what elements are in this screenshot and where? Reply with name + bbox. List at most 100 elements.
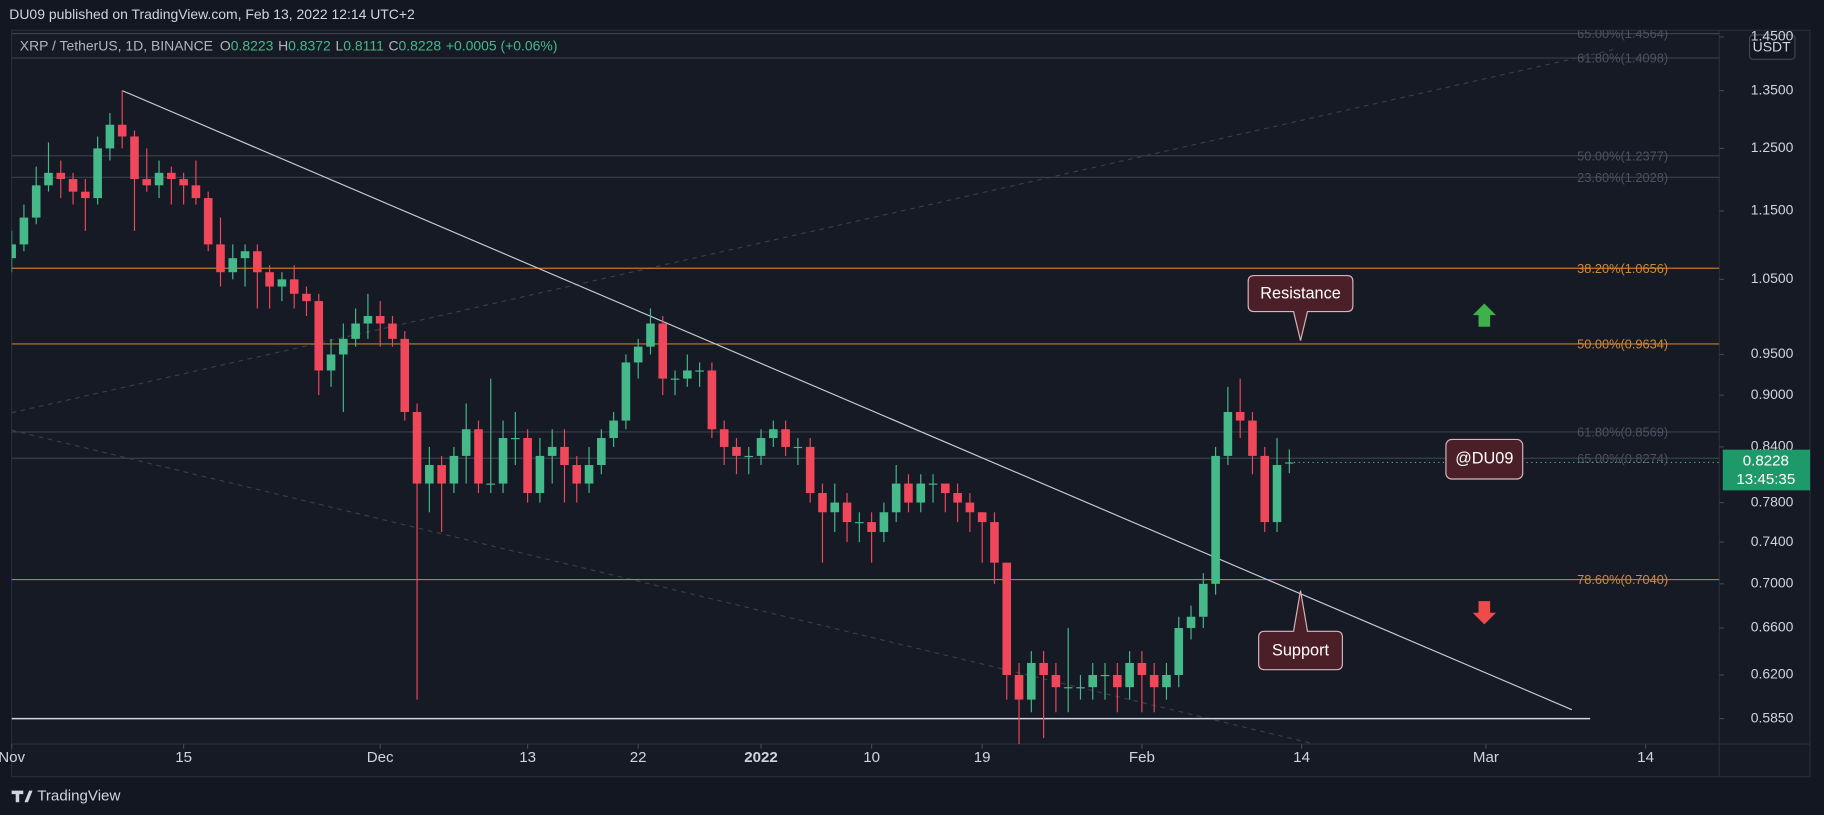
candle-body: [449, 455, 459, 484]
x-tick-label: 2022: [744, 749, 778, 766]
ohlc-letter: O: [220, 37, 231, 53]
candle-body: [142, 179, 152, 186]
x-tick-label: 14: [1293, 749, 1310, 766]
y-tick-label: 0.7400: [1751, 533, 1794, 549]
candle-body: [597, 438, 606, 466]
fib-label: 61.80%(0.8569): [1577, 424, 1668, 439]
candle-body: [572, 465, 582, 484]
y-tick-label: 0.7800: [1751, 493, 1794, 509]
candle-body: [891, 483, 901, 513]
y-tick-label: 1.2500: [1751, 139, 1794, 155]
fib-label: 38.20%(1.0656): [1577, 261, 1668, 276]
candle-body: [44, 172, 53, 186]
logo: [11, 790, 33, 803]
candle-body: [769, 429, 778, 439]
candle-body: [928, 483, 938, 485]
candle-body: [1125, 662, 1134, 688]
candle-body: [1223, 411, 1233, 456]
ohlc-letter: H: [278, 37, 288, 53]
candle-body: [879, 512, 889, 533]
candle-body: [228, 258, 238, 273]
x-tick-label: Mar: [1473, 749, 1499, 766]
candle-body: [621, 362, 631, 421]
candle-body: [31, 185, 41, 218]
candle-body: [867, 522, 876, 533]
header: DU09 published on TradingView.com, Feb 1…: [9, 6, 415, 22]
candle-body: [314, 301, 324, 371]
candle-body: [179, 179, 188, 186]
candle-body: [805, 446, 815, 494]
y-tick-label: 1.0500: [1751, 270, 1794, 286]
x-tick-label: 19: [974, 749, 991, 766]
callout-box: [1247, 274, 1354, 341]
ohlc-value: 0.8372: [288, 37, 331, 53]
candle-body: [461, 429, 471, 456]
candle-body: [633, 346, 643, 363]
candle-body: [560, 446, 569, 466]
fib-label: 61.80%(1.4098): [1577, 51, 1668, 66]
y-tick-label: 0.7000: [1751, 575, 1794, 591]
candle-body: [547, 446, 557, 456]
candle-body: [1260, 455, 1270, 523]
currency-box: [1748, 34, 1796, 60]
candle-body: [1027, 662, 1036, 700]
x-tick-label: 15: [175, 749, 192, 766]
ohlc-letter: C: [388, 37, 398, 53]
candle-body: [1113, 674, 1122, 688]
candle-body: [93, 148, 102, 199]
candle-body: [437, 465, 446, 484]
x-tick-label: Dec: [367, 749, 394, 766]
candle-body: [203, 198, 213, 245]
candle-body: [216, 244, 225, 273]
candle-body: [904, 483, 913, 503]
candle-body: [1174, 628, 1184, 675]
candle-body: [400, 338, 410, 412]
fib-label: 65.00%(1.4564): [1577, 26, 1668, 41]
y-tick-label: 0.8400: [1751, 438, 1794, 454]
candle-body: [732, 446, 741, 456]
x-tick-label: 13: [519, 749, 536, 766]
x-tick-label: Nov: [0, 749, 26, 766]
guide-line: [11, 429, 1315, 745]
fib-label: 50.00%(1.2377): [1577, 148, 1668, 163]
candle-body: [842, 502, 852, 523]
candle-body: [363, 315, 373, 324]
candle-body: [1211, 455, 1220, 584]
candle-body: [326, 354, 336, 371]
candle-body: [953, 493, 962, 503]
candle-body: [1088, 674, 1098, 688]
candle-body: [240, 251, 250, 259]
ohlc-value: 0.8111: [343, 37, 384, 53]
candle-body: [105, 124, 115, 149]
y-tick-label: 1.3500: [1751, 81, 1794, 97]
candle-body: [1248, 420, 1257, 456]
candle-body: [351, 323, 360, 339]
candle-body: [56, 172, 66, 180]
candle-body: [719, 429, 729, 447]
guide-line: [11, 48, 1618, 414]
candle-body: [1285, 462, 1294, 464]
candle-body: [412, 411, 422, 484]
candle-body: [1137, 662, 1147, 675]
candle-body: [781, 429, 790, 447]
candle-body: [1076, 687, 1085, 689]
candle-body: [793, 446, 803, 449]
candle-body: [523, 438, 532, 494]
candle-body: [339, 338, 348, 355]
candle-body: [1063, 687, 1073, 689]
ohlc-letter: L: [335, 37, 343, 53]
annotation: Resistance: [1260, 284, 1340, 302]
candle-body: [1162, 674, 1171, 688]
candle-body: [511, 438, 520, 440]
candle-body: [609, 420, 618, 439]
symbol: XRP / TetherUS, 1D, BINANCE: [20, 37, 213, 53]
y-tick-label: 1.4500: [1751, 28, 1794, 44]
candle-body: [744, 455, 754, 458]
candle-body: [990, 522, 999, 563]
candle-body: [683, 370, 692, 379]
y-tick-label: 0.9500: [1751, 345, 1794, 361]
candle-body: [695, 370, 704, 372]
last-price-label: 0.8228: [1743, 452, 1789, 469]
